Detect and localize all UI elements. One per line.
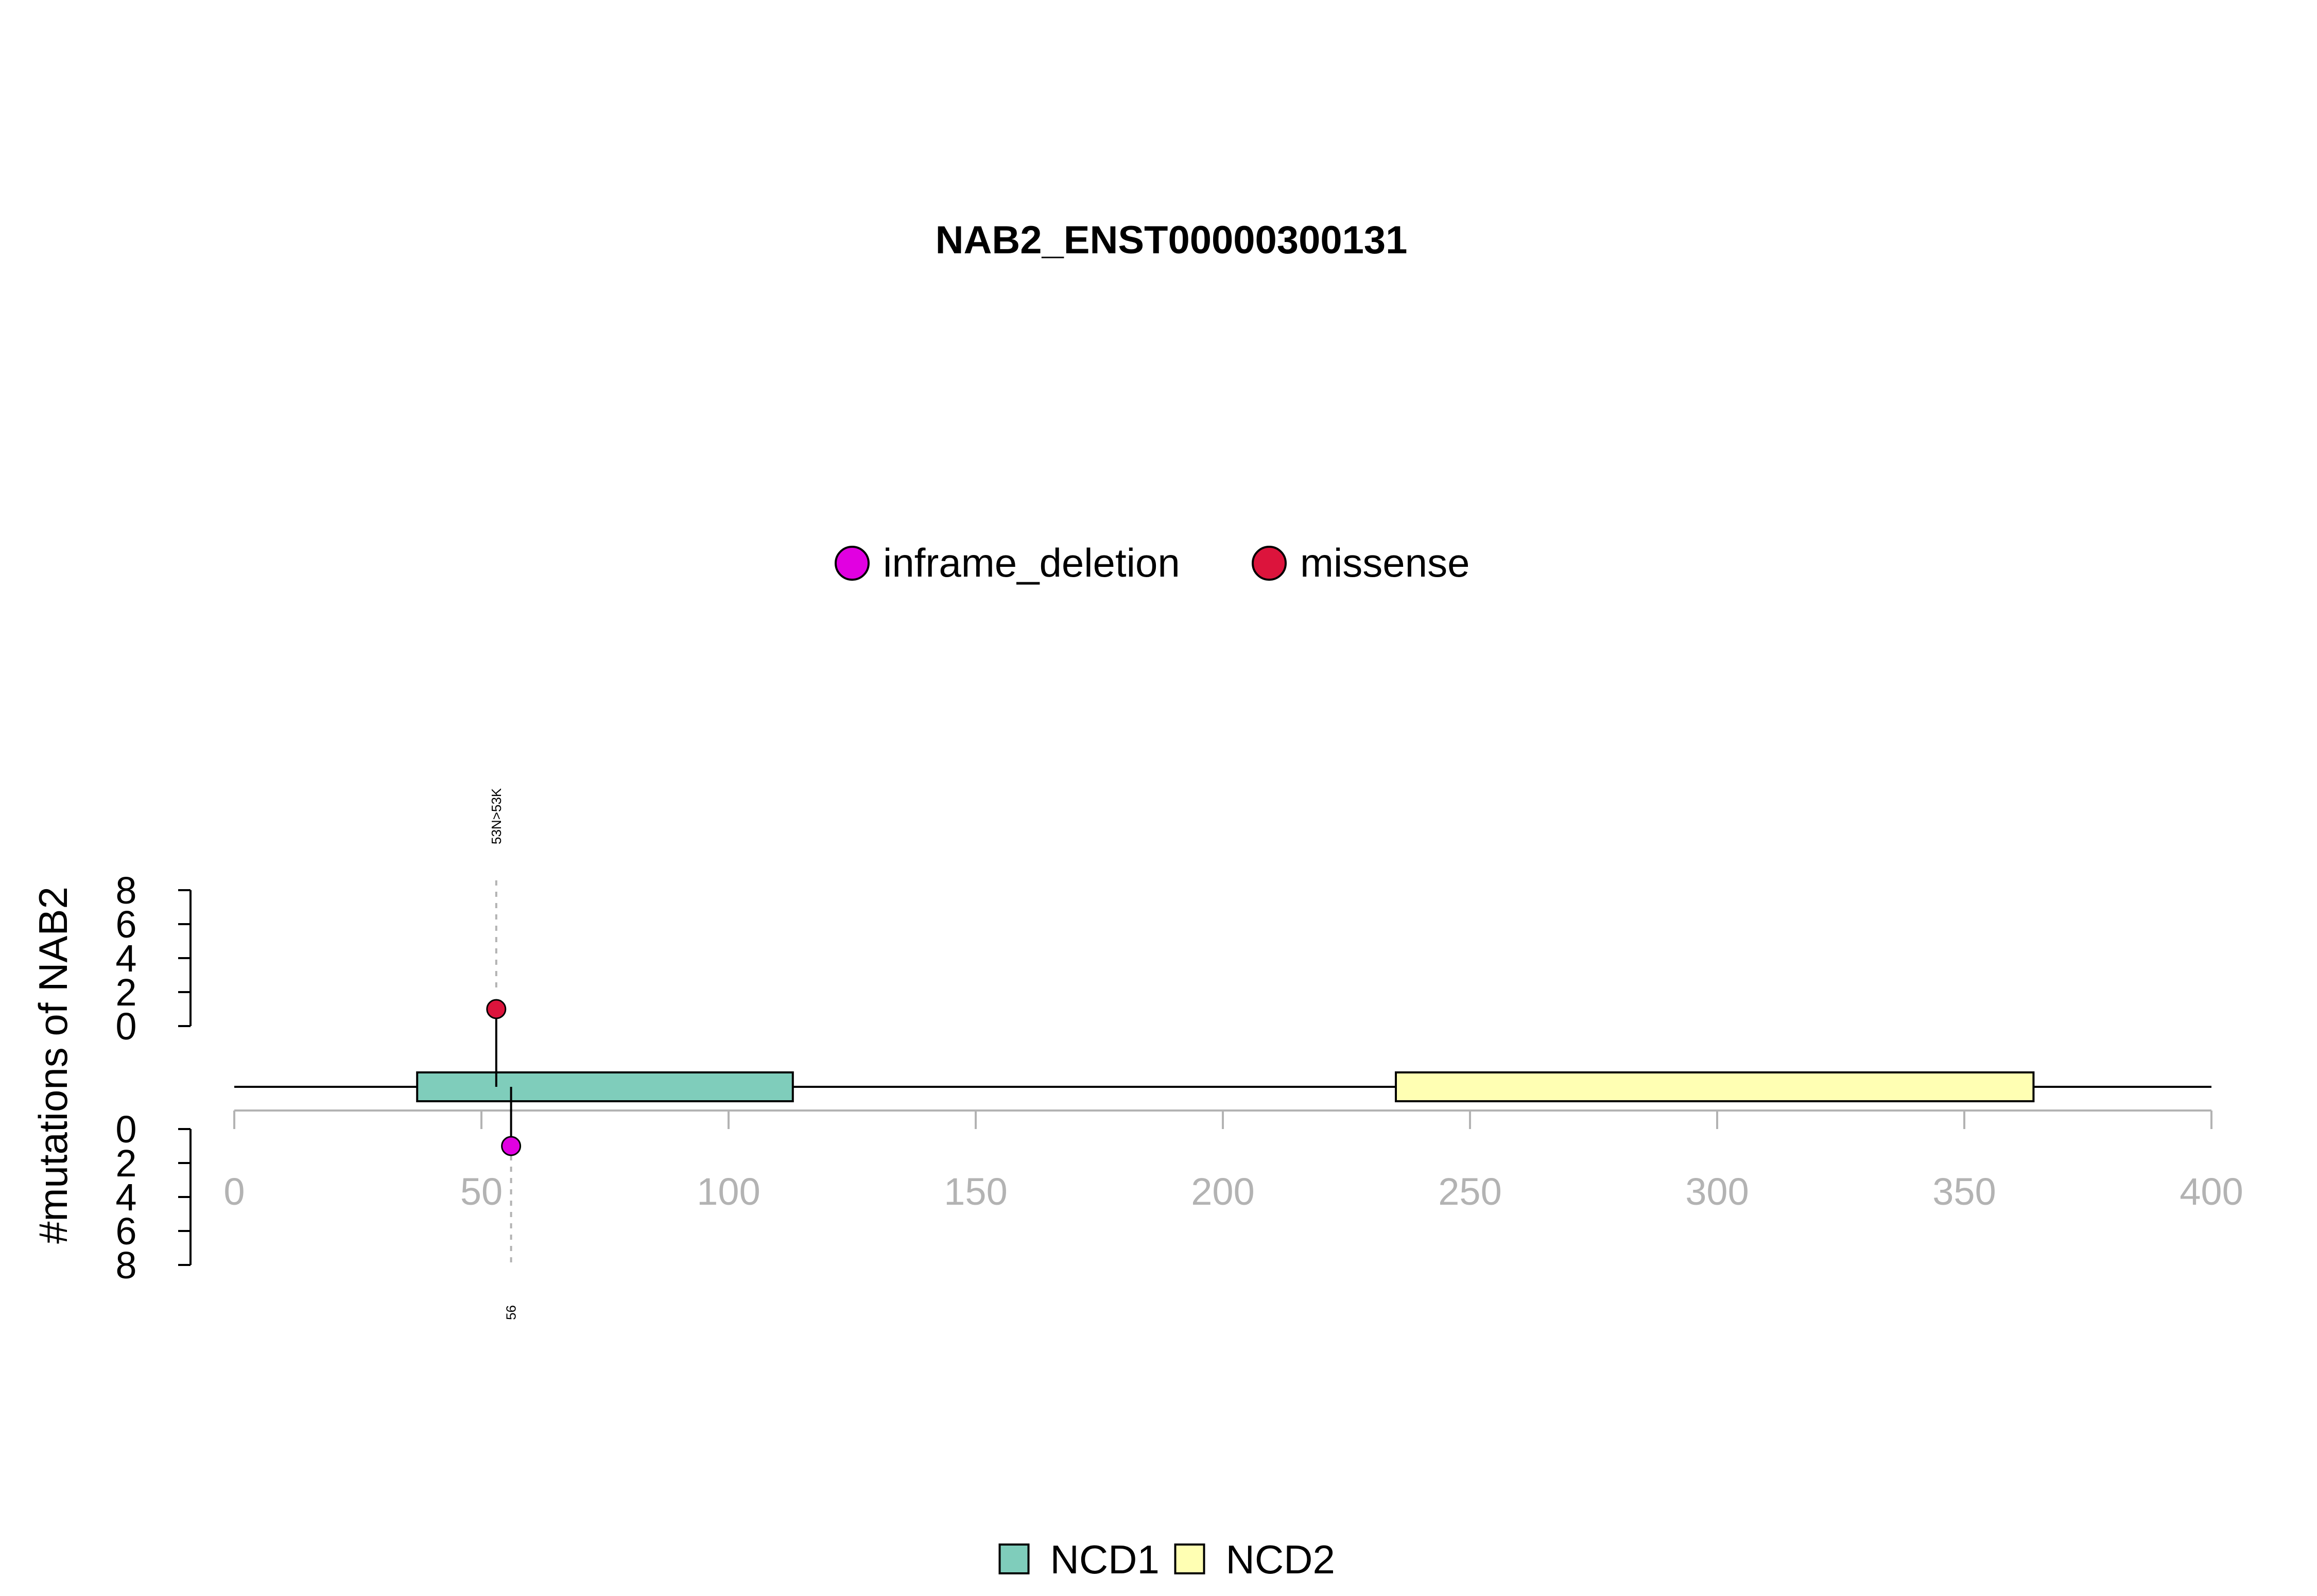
x-tick-label: 50: [460, 1170, 503, 1213]
chart-title: NAB2_ENST00000300131: [936, 218, 1408, 262]
mutation-head-missense-53: [487, 1000, 506, 1018]
legend-missense-marker: [1253, 547, 1286, 580]
x-tick-label: 200: [1191, 1170, 1254, 1213]
x-tick-label: 350: [1932, 1170, 1996, 1213]
mutation-label-inframe-deletion-56: 56: [504, 1305, 519, 1320]
mutations-group: 53N>53K 56: [487, 788, 521, 1320]
upper-y-tick-label: 8: [115, 869, 136, 912]
legend-inframe-deletion-marker: [836, 547, 869, 580]
y-axis-label: #mutations of NAB2: [30, 887, 76, 1244]
mutation-head-inframe-deletion-56: [502, 1137, 521, 1155]
lower-y-tick-label: 8: [115, 1244, 136, 1287]
x-tick-label: 0: [223, 1170, 245, 1213]
x-tick-label: 100: [697, 1170, 760, 1213]
legend-ncd2-label: NCD2: [1226, 1537, 1335, 1582]
x-tick-label: 400: [2180, 1170, 2243, 1213]
domain-ncd1: [417, 1072, 793, 1101]
domain-ncd2: [1396, 1072, 2033, 1101]
x-tick-label: 300: [1685, 1170, 1749, 1213]
mutation-legend: inframe_deletion missense: [836, 540, 1469, 585]
x-tick-label: 150: [944, 1170, 1007, 1213]
legend-ncd1-label: NCD1: [1050, 1537, 1160, 1582]
x-axis: 0 50 100 150 200 250 300 350 400: [223, 1111, 2243, 1213]
x-tick-label: 250: [1438, 1170, 1501, 1213]
mutation-label-missense-53: 53N>53K: [489, 788, 504, 844]
legend-ncd2-swatch: [1175, 1545, 1204, 1573]
legend-inframe-deletion-label: inframe_deletion: [883, 540, 1180, 585]
legend-ncd1-swatch: [1000, 1545, 1029, 1573]
domain-legend: NCD1 NCD2: [1000, 1537, 1335, 1582]
legend-missense-label: missense: [1300, 540, 1469, 585]
